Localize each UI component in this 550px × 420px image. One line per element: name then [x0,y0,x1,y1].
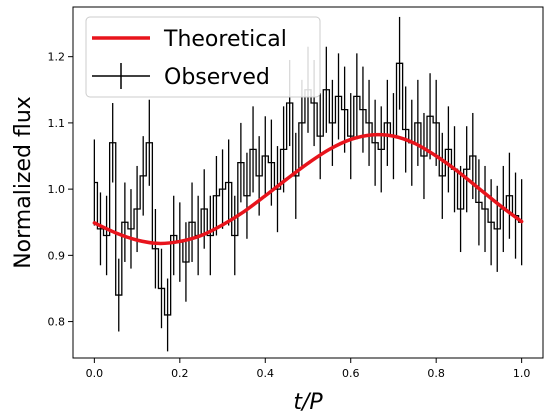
x-axis-label: t/P [293,390,323,415]
theoretical-curve [92,132,524,246]
y-tick-label-3: 1.1 [48,117,66,130]
legend: Theoretical Observed [85,16,321,98]
x-tick-label-3: 0.6 [342,367,360,380]
theoretical-series [92,132,524,246]
x-tick-label-1: 0.2 [171,367,189,380]
y-tick-label-4: 1.2 [48,51,66,64]
plot-frame [72,6,544,359]
axis-ticks: 0.0 0.2 0.4 0.6 0.8 1.0 0.8 0.9 1.0 1.1 1.2 [48,51,531,380]
y-tick-label-0: 0.8 [48,316,66,329]
y-axis-label: Normalized flux [11,96,36,269]
y-tick-label-2: 1.0 [48,183,66,196]
legend-theoretical-label: Theoretical [163,27,287,52]
x-tick-label-5: 1.0 [513,367,531,380]
x-tick-label-4: 0.8 [427,367,445,380]
y-tick-label-1: 0.9 [48,249,66,262]
legend-observed-label: Observed [164,65,270,90]
x-tick-label-2: 0.4 [257,367,275,380]
x-tick-label-0: 0.0 [86,367,104,380]
